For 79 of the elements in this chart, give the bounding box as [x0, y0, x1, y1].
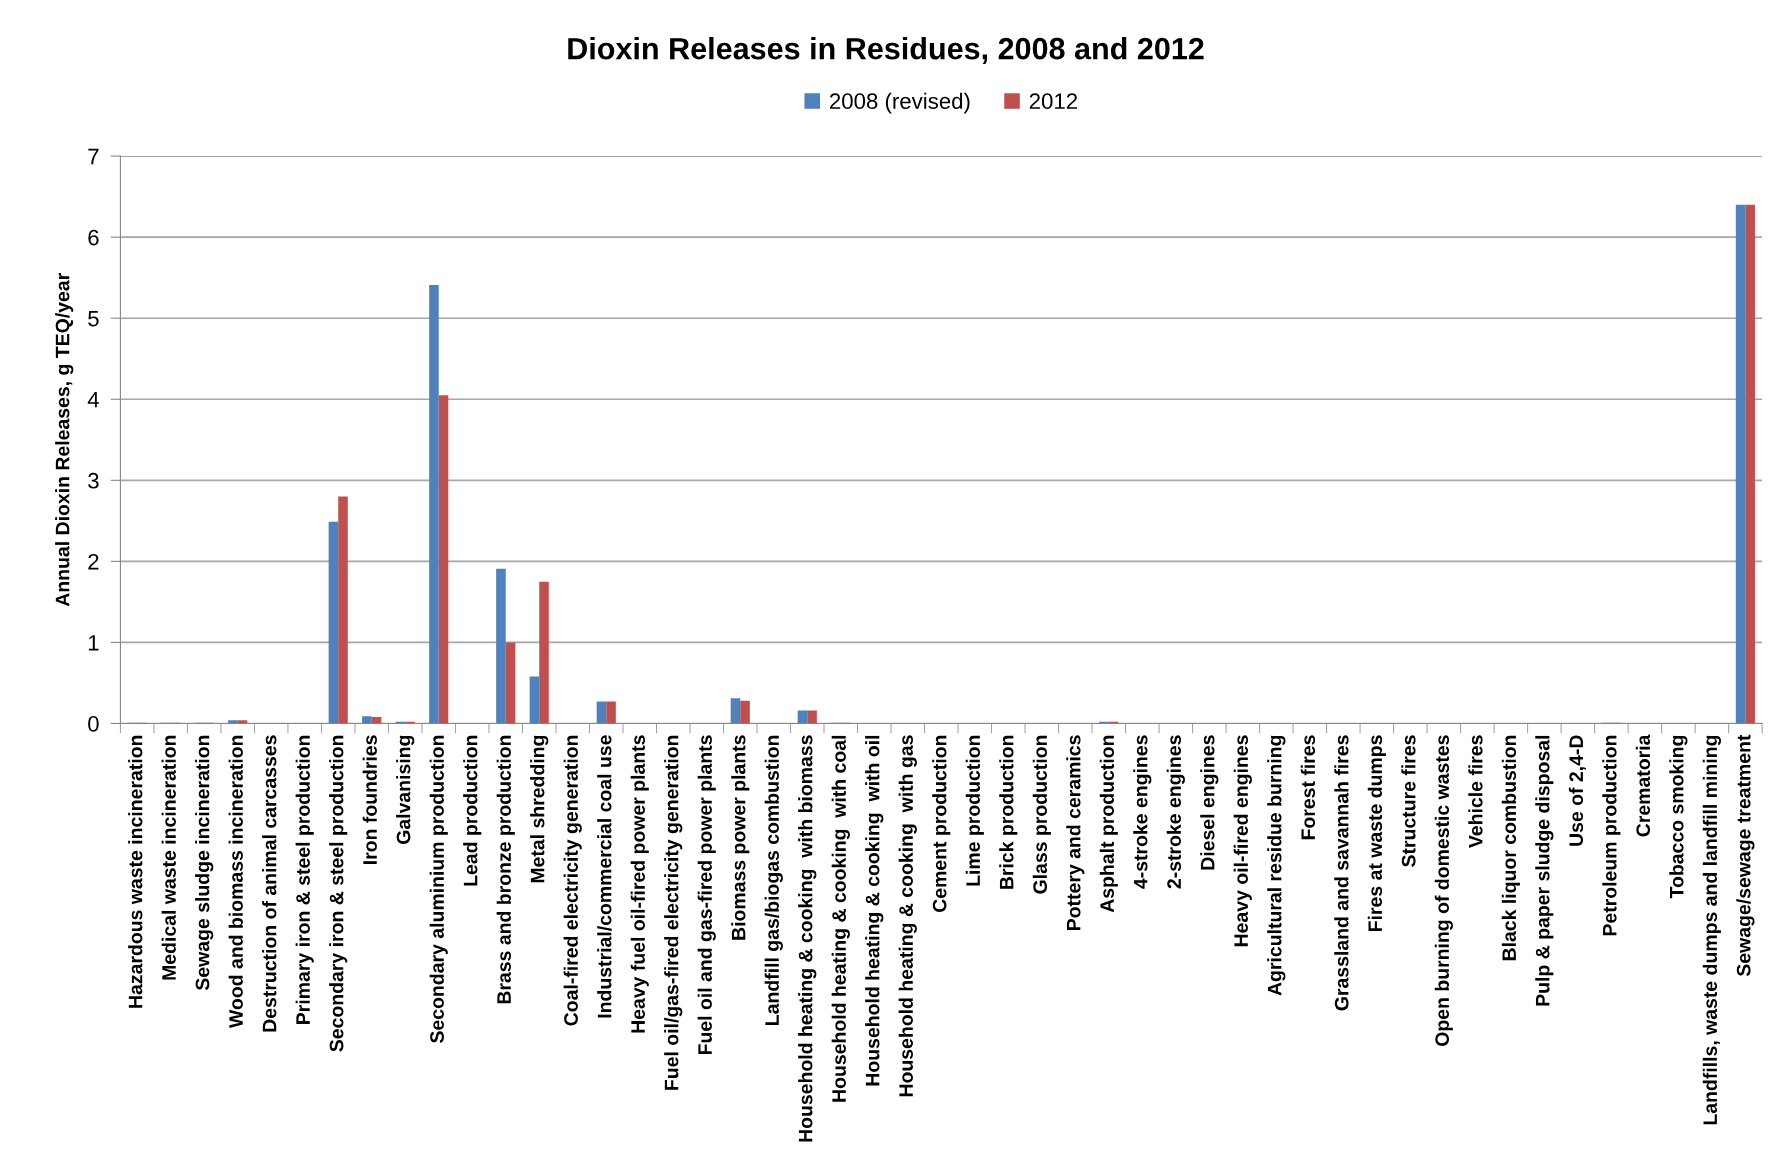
bar [596, 701, 607, 724]
x-tick-label: Cement production [932, 735, 951, 912]
x-tick-label: Use of 2,4-D [1568, 735, 1586, 846]
x-tick-label: Open burning of domestic wastes [1434, 735, 1453, 1046]
x-tick-label: Medical waste incineration [161, 735, 176, 980]
bar [362, 716, 372, 724]
y-tick-label: 6 [88, 229, 99, 246]
x-tick-label: Structure fires [1401, 735, 1416, 867]
bar [730, 698, 741, 724]
bar [1745, 204, 1755, 724]
x-tick-label: Metal shredding [530, 735, 549, 883]
x-tick-label: Industrial/commercial coal use [597, 735, 612, 1018]
bar [438, 395, 449, 724]
x-tick-label: Destruction of animal carcasses [262, 735, 277, 1032]
bar [496, 568, 506, 724]
bar [228, 720, 238, 724]
x-tick-label: Iron foundries [362, 735, 377, 864]
bar [429, 284, 439, 724]
x-tick-label: Fires at waste dumps [1367, 735, 1386, 932]
x-tick-label: Crematoria [1635, 734, 1651, 837]
x-tick-label: Fuel oil and gas-fired power plants [697, 735, 716, 1055]
y-axis-title: Annual Dioxin Releases, g TEQ/year [55, 273, 74, 607]
x-tick-label: Household heating & cooking with oil [865, 735, 884, 1086]
bar [740, 700, 750, 724]
bar [338, 496, 348, 724]
x-tick-label: Fuel oil/gas-fired electricity generation [664, 735, 683, 1090]
x-tick-label: Primary iron & steel production [295, 735, 314, 1024]
x-tick-label: Sewage sludge incineration [195, 735, 214, 991]
x-tick-label: Secondary iron & steel production [329, 735, 348, 1052]
x-tick-label: Pulp & paper sludge disposal [1535, 735, 1554, 1006]
x-tick-label: Wood and biomass incineration [228, 735, 243, 1029]
bar [606, 701, 616, 724]
x-tick-label: Heavy oil-fired engines [1233, 735, 1252, 947]
x-tick-label: Household heating & cooking with biomass [798, 735, 817, 1142]
x-tick-label: Sewage/sewage treatment [1736, 734, 1755, 977]
x-tick-label: 2-stroke engines [1166, 735, 1185, 889]
x-tick-label: Tobacco smoking [1669, 735, 1688, 899]
x-tick-label: Diesel engines [1200, 735, 1219, 870]
x-tick-label: Black liquor combustion [1501, 735, 1520, 961]
x-tick-label: Forest fires [1300, 735, 1316, 840]
bar [797, 710, 808, 724]
y-tick-label: 4 [87, 392, 99, 408]
x-tick-label: Brass and bronze production [496, 735, 515, 1004]
x-tick-label: Coal-fired electricity generation [563, 735, 582, 1026]
legend-label: 2008 (revised) [830, 92, 970, 114]
x-tick-label: Household heating & cooking with coal [831, 735, 850, 1102]
x-tick-label: Galvanising [396, 735, 415, 844]
x-tick-label: Glass production [1032, 735, 1051, 894]
chart-title: Dioxin Releases in Residues, 2008 and 2012 [568, 37, 1204, 64]
y-tick-label: 2 [88, 553, 99, 570]
x-tick-label: Petroleum production [1602, 735, 1621, 936]
x-tick-label: Lime production [965, 735, 984, 886]
x-tick-label: Landfill gas/biogas combustion [764, 735, 783, 1025]
x-tick-label: Heavy fuel oil-fired power plants [630, 735, 649, 1033]
x-tick-label: Pottery and ceramics [1066, 735, 1085, 930]
y-tick-label: 3 [88, 472, 99, 489]
y-tick-label: 0 [88, 716, 99, 732]
y-tick-label: 1 [88, 635, 99, 651]
bar [328, 521, 339, 724]
x-tick-label: Lead production [463, 735, 482, 886]
x-tick-label: Vehicle fires [1468, 735, 1483, 848]
x-tick-label: 4-stroke engines [1133, 735, 1152, 889]
legend-label: 2012 [1029, 93, 1078, 110]
bar [1735, 204, 1746, 724]
bar [539, 581, 549, 724]
x-tick-label: Hazardous waste incineration [128, 735, 143, 1008]
y-tick-label: 7 [88, 148, 99, 165]
x-tick-label: Biomass power plants [731, 735, 750, 940]
x-tick-label: Brick production [999, 735, 1018, 889]
bar [807, 710, 817, 724]
x-tick-label: Secondary aluminium production [429, 735, 448, 1043]
x-tick-label: Landfills, waste dumps and landfill mining [1702, 735, 1721, 1125]
y-tick-label: 5 [88, 310, 99, 327]
bar [529, 676, 540, 724]
x-tick-label: Asphalt production [1099, 735, 1118, 913]
x-tick-label: Grassland and savannah fires [1334, 735, 1349, 1011]
bar [505, 642, 516, 724]
x-tick-label: Agricultural residue burning [1267, 735, 1286, 996]
x-tick-label: Household heating & cooking with gas [898, 735, 917, 1097]
